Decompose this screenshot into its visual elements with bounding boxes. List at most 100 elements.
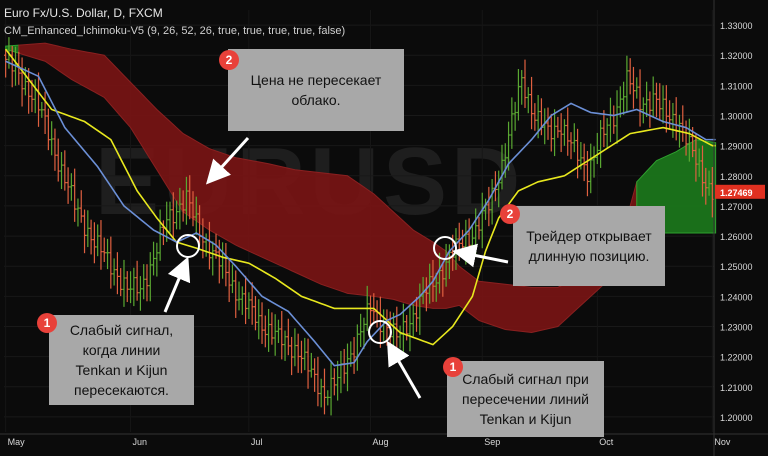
- bear-candle: [612, 105, 616, 134]
- bull-candle: [671, 102, 675, 138]
- bull-candle: [359, 313, 363, 347]
- bull-candle: [194, 196, 198, 236]
- bull-candle: [132, 267, 136, 307]
- bear-candle: [253, 296, 258, 331]
- annotation-arrow: [205, 136, 250, 185]
- indicator-lines: [5, 48, 716, 367]
- bull-candle: [552, 109, 557, 157]
- bear-candle: [299, 340, 304, 374]
- bull-candle: [625, 55, 629, 113]
- bear-candle: [306, 338, 310, 389]
- bear-candle: [700, 145, 705, 197]
- bull-candle: [247, 292, 251, 319]
- bull-candle: [276, 319, 281, 344]
- bull-candle: [635, 77, 639, 99]
- bear-candle: [352, 337, 356, 374]
- y-tick-label: 1.26000: [720, 232, 753, 242]
- bear-candle: [43, 91, 47, 134]
- bull-candle: [645, 81, 649, 118]
- bear-candle: [424, 277, 428, 312]
- bear-candle: [546, 107, 550, 140]
- bull-candle: [237, 281, 241, 311]
- callout-weak-signal-right: Слабый сигнал при пересечении линий Tenk…: [447, 361, 604, 437]
- bull-candle: [651, 76, 655, 118]
- bear-candle: [342, 348, 346, 384]
- bull-candle: [33, 79, 37, 114]
- bull-candle: [506, 121, 511, 171]
- bull-candle: [595, 132, 599, 165]
- bull-candle: [50, 121, 54, 156]
- bear-candle: [135, 260, 139, 301]
- bull-candle: [122, 259, 126, 307]
- bull-candle: [503, 143, 507, 178]
- bull-candle: [211, 241, 215, 276]
- bull-candle: [598, 120, 603, 168]
- bull-candle: [86, 210, 90, 248]
- bull-candle: [345, 343, 350, 392]
- bear-candle: [658, 83, 662, 121]
- bear-candle: [260, 302, 264, 344]
- bull-candle: [336, 360, 340, 401]
- bull-candle: [707, 170, 711, 196]
- bear-candle: [313, 358, 317, 392]
- bear-candle: [102, 237, 106, 262]
- bull-candle: [661, 85, 665, 124]
- bull-candle: [513, 101, 517, 131]
- bear-candle: [533, 103, 537, 131]
- bear-candle: [73, 168, 77, 222]
- bull-candle: [59, 152, 64, 190]
- bull-candle: [618, 86, 622, 118]
- bear-candle: [191, 191, 195, 227]
- bear-candle: [375, 300, 379, 328]
- bull-candle: [105, 238, 110, 270]
- bear-candle: [477, 216, 481, 240]
- bear-candle: [224, 243, 228, 287]
- highlight-circle: [368, 320, 392, 344]
- bull-candle: [687, 118, 691, 162]
- bear-candle: [405, 315, 409, 341]
- bear-candle: [602, 110, 606, 148]
- callout-long-position: Трейдер открывает длинную позицию.: [513, 206, 665, 286]
- bear-candle: [286, 318, 290, 356]
- bull-candle: [572, 123, 576, 153]
- bear-candle: [27, 68, 31, 114]
- bear-candle: [4, 49, 8, 78]
- bear-candle: [559, 113, 563, 153]
- x-tick-label: May: [8, 437, 26, 447]
- x-tick-label: Sep: [484, 437, 500, 447]
- bull-candle: [112, 258, 116, 286]
- bull-candle: [178, 187, 182, 230]
- bull-candle: [151, 241, 156, 276]
- bull-candle: [444, 243, 448, 287]
- bull-candle: [543, 108, 547, 145]
- bull-candle: [319, 378, 323, 408]
- bear-candle: [290, 336, 294, 376]
- x-tick-label: Jun: [133, 437, 148, 447]
- y-tick-label: 1.25000: [720, 262, 753, 272]
- bull-candle: [411, 304, 415, 337]
- bull-candle: [303, 337, 307, 371]
- bear-candle: [529, 76, 534, 130]
- bear-candle: [674, 97, 678, 141]
- tenkan-line: [5, 60, 716, 367]
- last-price-label: 1.27469: [720, 188, 753, 198]
- y-tick-label: 1.23000: [720, 323, 753, 333]
- bear-candle: [89, 219, 93, 255]
- bear-candle: [181, 190, 185, 222]
- callout-badge: 2: [219, 50, 239, 70]
- bull-candle: [283, 330, 287, 361]
- bull-candle: [128, 271, 133, 304]
- y-tick-label: 1.30000: [720, 112, 753, 122]
- bear-candle: [585, 150, 590, 197]
- bear-candle: [414, 296, 419, 332]
- bull-candle: [362, 317, 366, 350]
- bull-candle: [526, 87, 530, 114]
- bull-candle: [428, 263, 432, 304]
- callout-badge: 1: [37, 313, 57, 333]
- bear-candle: [53, 128, 57, 171]
- bear-candle: [628, 58, 632, 95]
- bear-candle: [549, 113, 553, 152]
- x-tick-label: Jul: [251, 437, 263, 447]
- bear-candle: [217, 239, 221, 284]
